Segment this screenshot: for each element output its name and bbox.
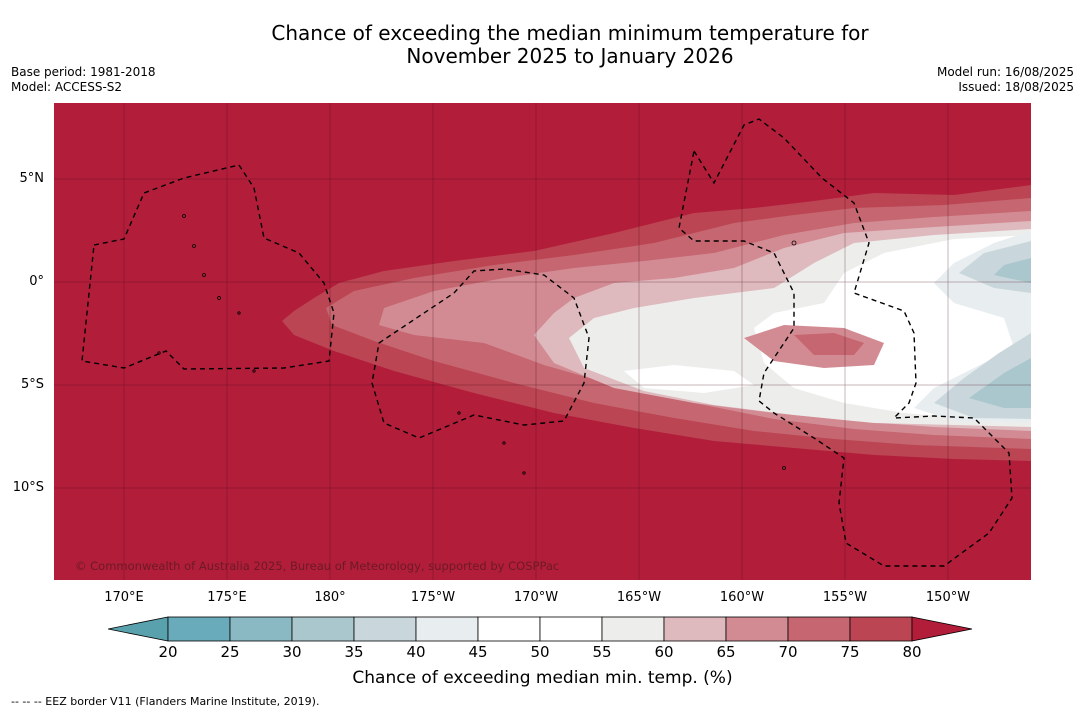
cb-tick-75: 75 (840, 643, 860, 661)
contour-50-patch (624, 365, 754, 393)
colorbar-segment (415, 616, 479, 642)
lat-label-5n: 5°N (19, 171, 45, 186)
colorbar-segment (601, 616, 665, 642)
cb-tick-25: 25 (220, 643, 240, 661)
colorbar-segment (539, 616, 603, 642)
map-title: Chance of exceeding the median minimum t… (0, 22, 1085, 68)
lon-label-155w: 155°W (822, 590, 868, 605)
lat-label-10s: 10°S (12, 480, 44, 495)
lon-label-170w: 170°W (513, 590, 559, 605)
colorbar-segment (291, 616, 355, 642)
colorbar-title: Chance of exceeding median min. temp. (%… (352, 668, 733, 688)
lon-label-180: 180° (314, 590, 346, 605)
colorbar-segment (849, 616, 913, 642)
colorbar-segment (229, 616, 293, 642)
lon-label-165w: 165°W (616, 590, 662, 605)
cb-tick-70: 70 (778, 643, 798, 661)
cb-tick-65: 65 (716, 643, 736, 661)
base-period: Base period: 1981-2018 (11, 65, 156, 79)
model-name: Model: ACCESS-S2 (11, 80, 123, 94)
cb-tick-50: 50 (530, 643, 550, 661)
eez-legend-note: -- -- -- EEZ border V11 (Flanders Marine… (11, 695, 320, 708)
title-line-2: November 2025 to January 2026 (406, 44, 734, 68)
copyright-notice: © Commonwealth of Australia 2025, Bureau… (75, 559, 560, 573)
cb-tick-60: 60 (654, 643, 674, 661)
issued-date: Issued: 18/08/2025 (958, 80, 1074, 94)
model-info: Base period: 1981-2018 Model: ACCESS-S2 (11, 65, 156, 95)
colorbar-segment (167, 616, 231, 642)
colorbar-segment (725, 616, 789, 642)
map-panel: © Commonwealth of Australia 2025, Bureau… (54, 103, 1031, 580)
colorbar-under-arrow (108, 616, 169, 642)
contour-30 (969, 258, 1031, 408)
cb-tick-40: 40 (406, 643, 426, 661)
lat-label-5s: 5°S (20, 377, 44, 392)
cb-tick-35: 35 (344, 643, 364, 661)
colorbar-segment (477, 616, 541, 642)
title-line-1: Chance of exceeding the median minimum t… (271, 21, 869, 45)
map-gridlines (54, 103, 1031, 580)
lon-label-175w: 175°W (410, 590, 456, 605)
cb-tick-30: 30 (282, 643, 302, 661)
cb-tick-80: 80 (902, 643, 922, 661)
model-run-date: Model run: 16/08/2025 (936, 65, 1074, 79)
probability-map (54, 103, 1031, 580)
islands (157, 214, 797, 475)
cb-tick-20: 20 (158, 643, 178, 661)
run-info: Model run: 16/08/2025 Issued: 18/08/2025 (937, 65, 1074, 95)
warm-patch-core (794, 333, 864, 355)
colorbar-segment (663, 616, 727, 642)
lon-label-175e: 175°E (207, 590, 247, 605)
lon-label-150w: 150°W (925, 590, 971, 605)
colorbar-segment (787, 616, 851, 642)
colorbar-over-arrow (911, 616, 973, 642)
cb-tick-45: 45 (468, 643, 488, 661)
eez-borders (81, 118, 1013, 567)
lon-label-160w: 160°W (719, 590, 765, 605)
colorbar-segment (353, 616, 417, 642)
lon-label-170e: 170°E (104, 590, 144, 605)
colorbar (108, 616, 973, 642)
cb-tick-55: 55 (592, 643, 612, 661)
lat-label-0: 0° (29, 274, 44, 289)
